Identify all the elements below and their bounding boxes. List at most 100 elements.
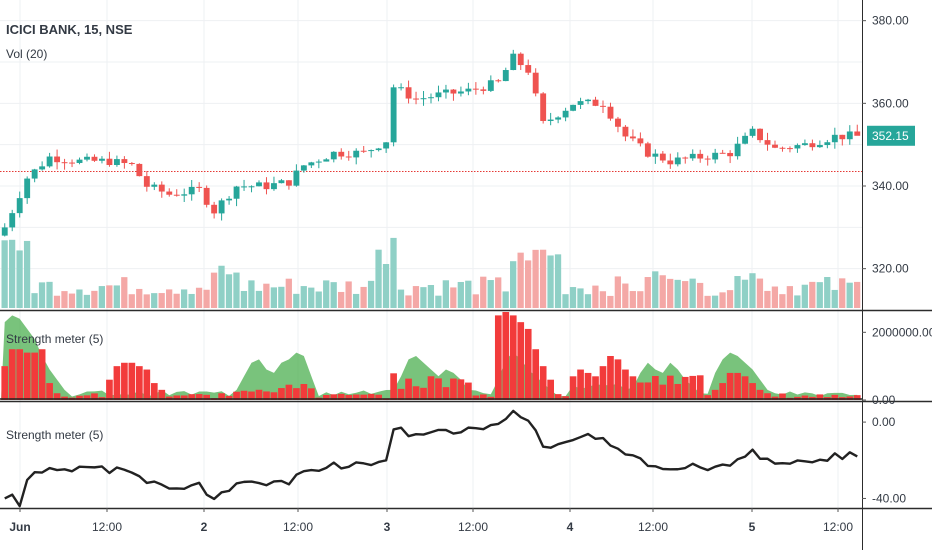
volume-bar xyxy=(31,293,38,308)
strength-red-bar xyxy=(741,376,749,400)
candle-body xyxy=(540,93,547,121)
volume-bar xyxy=(382,263,390,308)
strength-red-bar xyxy=(726,372,734,400)
volume-bar xyxy=(584,294,592,308)
line-tick-label: -40.00 xyxy=(872,491,906,505)
strength-red-bar xyxy=(225,395,233,400)
time-tick-label: 12:00 xyxy=(92,520,122,534)
candle-body xyxy=(345,156,352,158)
candle-body xyxy=(465,88,472,92)
candle-body xyxy=(772,144,778,148)
strength-red-bar xyxy=(622,369,629,400)
strength-red-bar xyxy=(801,395,809,400)
strength-tick-label: 2000000.00 xyxy=(872,325,932,339)
candle-body xyxy=(727,152,734,157)
volume-bar xyxy=(367,280,375,308)
volume-bar xyxy=(390,237,397,308)
strength-red-bar xyxy=(457,379,465,400)
candle-body xyxy=(278,180,285,184)
candle-body xyxy=(353,150,360,158)
strength-red-bar xyxy=(300,383,308,400)
volume-bar xyxy=(614,276,621,308)
candle-body xyxy=(510,53,517,71)
candle-body xyxy=(674,157,681,165)
candle-body xyxy=(330,151,337,160)
strength-red-bar xyxy=(8,349,16,400)
volume-bar xyxy=(180,289,188,308)
volume-bar xyxy=(682,281,689,308)
candle-body xyxy=(188,186,195,195)
volume-bar xyxy=(23,240,31,308)
volume-bar xyxy=(270,287,277,308)
volume-bar xyxy=(480,276,487,308)
strength-red-bar xyxy=(420,387,427,400)
symbol-title: ICICI BANK, 15, NSE xyxy=(6,22,133,37)
price-tick-label: 380.00 xyxy=(872,14,909,28)
volume-bar xyxy=(293,293,300,308)
strength-red-bar xyxy=(375,394,382,400)
volume-bar xyxy=(61,291,68,308)
candle-body xyxy=(555,117,562,120)
volume-bar xyxy=(195,287,203,308)
strength-red-bar xyxy=(128,362,136,400)
price-tick-label: 360.00 xyxy=(872,96,909,110)
strength-red-bar xyxy=(666,375,674,400)
volume-bar xyxy=(816,282,823,308)
volume-bar xyxy=(629,291,636,308)
volume-bar xyxy=(749,273,756,308)
strength-red-bar xyxy=(270,392,278,400)
volume-bar xyxy=(420,287,427,308)
strength-red-bar xyxy=(248,391,255,400)
candle-body xyxy=(517,53,524,66)
strength-red-bar xyxy=(532,349,540,400)
candle-body xyxy=(435,92,442,98)
strength-red-bar xyxy=(53,393,61,400)
strength-red-bar xyxy=(233,391,240,400)
candle-body xyxy=(457,91,464,94)
volume-bar xyxy=(764,290,771,308)
candle-body xyxy=(472,88,479,90)
candle-body xyxy=(719,152,726,154)
strength-red-bar xyxy=(734,372,741,400)
volume-bar xyxy=(397,289,405,308)
volume-bar xyxy=(315,291,322,308)
candle-body xyxy=(682,157,689,159)
strength-red-bar xyxy=(607,356,614,400)
strength-red-bar xyxy=(524,328,532,400)
candle-body xyxy=(1,227,8,236)
strength-red-bar xyxy=(696,375,704,400)
strength-red-bar xyxy=(719,383,726,400)
strength-red-bar xyxy=(577,369,584,400)
strength-red-bar xyxy=(255,389,263,400)
volume-bar xyxy=(644,277,651,308)
strength-red-bar xyxy=(494,315,502,400)
candle-body xyxy=(99,158,105,161)
candle-body xyxy=(764,140,771,145)
volume-bar xyxy=(330,282,337,308)
strength-red-bar xyxy=(689,375,697,400)
volume-bar xyxy=(854,281,861,308)
candle-body xyxy=(532,72,539,94)
candle-body xyxy=(622,126,629,137)
volume-bar xyxy=(794,295,801,308)
volume-bar xyxy=(360,286,367,308)
candle-body xyxy=(31,169,38,179)
candle-body xyxy=(54,156,61,163)
strength-red-bar xyxy=(46,383,53,400)
candle-body xyxy=(151,184,158,187)
candle-body xyxy=(428,97,434,99)
volume-bar xyxy=(517,252,524,308)
candle-body xyxy=(271,183,277,190)
strength-red-bar xyxy=(337,393,345,400)
strength-red-bar xyxy=(16,349,24,400)
strength-red-bar xyxy=(681,376,689,400)
candle-body xyxy=(487,80,494,91)
volume-bar xyxy=(846,282,853,308)
volume-bar xyxy=(539,249,547,308)
candle-body xyxy=(742,135,749,144)
volume-bar xyxy=(285,278,292,308)
strength-red-bar xyxy=(113,366,121,400)
strength-red-bar xyxy=(308,388,315,400)
volume-bar xyxy=(210,272,218,308)
